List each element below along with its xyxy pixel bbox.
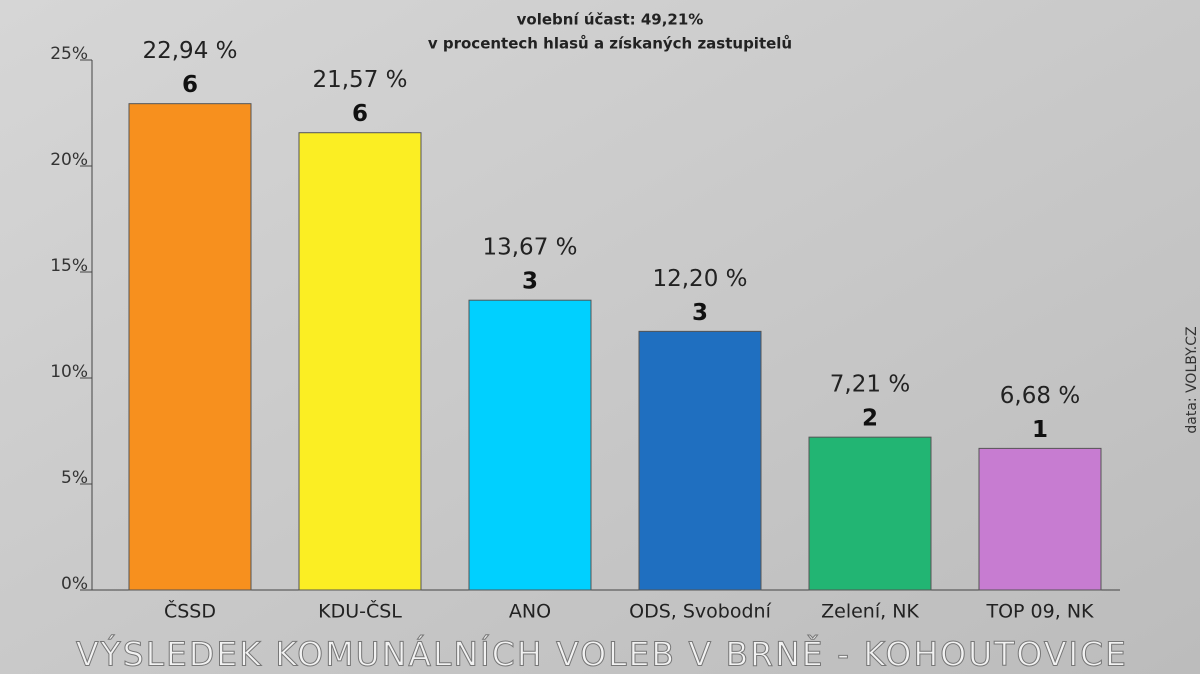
y-tick-label: 15%	[50, 256, 88, 276]
chart-title: volební účast: 49,21%	[517, 11, 704, 29]
y-tick-label: 0%	[61, 574, 88, 594]
x-tick-label: KDU-ČSL	[318, 599, 402, 623]
seats-label: 3	[522, 269, 538, 295]
seats-label: 1	[1032, 417, 1048, 443]
x-tick-label: TOP 09, NK	[986, 601, 1095, 623]
y-tick-label: 20%	[50, 150, 88, 170]
source: data: VOLBY.CZ	[1184, 326, 1200, 433]
y-tick-label: 5%	[61, 468, 88, 488]
seats-label: 6	[352, 101, 368, 127]
value-label: 6,68 %	[1000, 383, 1080, 409]
y-tick-label: 25%	[50, 44, 88, 64]
value-label: 12,20 %	[652, 266, 747, 292]
bar	[298, 132, 422, 591]
bar	[638, 330, 762, 591]
seats-label: 2	[862, 406, 878, 432]
x-tick-label: ANO	[509, 601, 551, 623]
x-tick-label: Zelení, NK	[821, 601, 919, 623]
footer-title: VÝSLEDEK KOMUNÁLNÍCH VOLEB V BRNĚ - KOHO…	[76, 634, 1128, 674]
y-tick-label: 10%	[50, 362, 88, 382]
bar	[128, 103, 252, 591]
seats-label: 3	[692, 300, 708, 326]
bar	[808, 436, 932, 591]
value-label: 21,57 %	[312, 67, 407, 93]
value-label: 13,67 %	[482, 235, 577, 261]
value-label: 22,94 %	[142, 38, 237, 64]
chart-subtitle: v procentech hlasů a získaných zastupite…	[428, 35, 792, 53]
x-tick-label: ČSSD	[164, 599, 216, 623]
value-label: 7,21 %	[830, 372, 910, 398]
bar	[468, 299, 592, 591]
seats-label: 6	[182, 72, 198, 98]
bar	[978, 447, 1102, 591]
x-tick-label: ODS, Svobodní	[629, 601, 771, 623]
